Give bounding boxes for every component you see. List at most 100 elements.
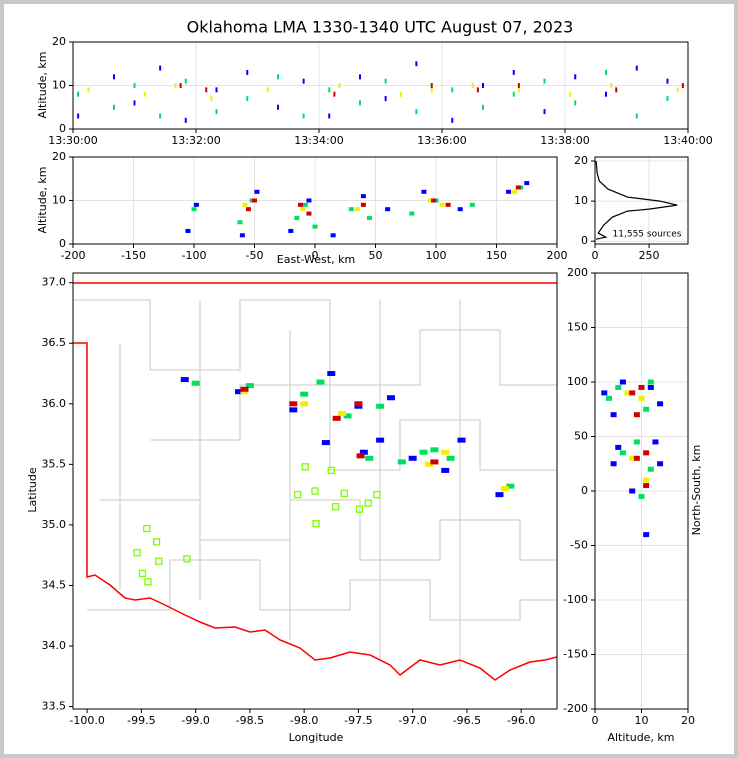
y-tick-label: 0 — [581, 484, 588, 497]
station — [144, 578, 152, 586]
marks — [133, 371, 515, 586]
source — [629, 488, 636, 494]
station — [133, 549, 141, 557]
station — [364, 499, 372, 507]
source — [605, 395, 612, 401]
source — [77, 113, 80, 119]
source — [302, 202, 308, 207]
source — [327, 371, 336, 377]
x-axis-label: East-West, km — [277, 253, 355, 266]
y-tick-label: 10 — [52, 194, 66, 207]
x-tick-label: 20 — [681, 714, 695, 727]
source — [610, 461, 617, 467]
source — [356, 453, 365, 459]
source — [191, 380, 200, 386]
source — [512, 91, 515, 97]
y-tick-label: 35.5 — [42, 457, 67, 470]
source — [338, 410, 347, 416]
source — [191, 207, 197, 212]
source — [643, 477, 650, 483]
source — [333, 91, 336, 97]
source — [328, 87, 331, 93]
source — [193, 202, 199, 207]
source — [338, 83, 341, 88]
source — [348, 207, 354, 212]
source — [360, 194, 366, 199]
source — [289, 407, 298, 413]
y-tick-label: 10 — [52, 79, 66, 92]
source — [409, 211, 415, 216]
annotation: 11,555 sources — [613, 230, 682, 240]
y-tick-label: 20 — [52, 35, 66, 48]
map-outlines — [73, 282, 557, 681]
marks — [601, 379, 664, 538]
source — [517, 83, 520, 88]
source — [482, 104, 484, 110]
source — [574, 100, 577, 106]
y-tick-label: 33.5 — [42, 700, 67, 713]
source — [246, 96, 249, 102]
source — [245, 383, 254, 389]
histogram-line — [595, 160, 678, 240]
source — [633, 455, 640, 461]
axes-frame — [72, 41, 689, 130]
x-tick-label: -100 — [182, 249, 207, 262]
axes-frame — [72, 272, 558, 710]
x-tick-label: 150 — [486, 249, 507, 262]
x-tick-label: 13:36:00 — [417, 134, 466, 147]
source — [360, 202, 366, 207]
source — [205, 87, 208, 93]
source — [419, 449, 428, 455]
station — [327, 466, 335, 475]
x-tick-label: -98.0 — [290, 714, 318, 727]
source — [666, 96, 669, 102]
source — [366, 215, 372, 220]
source — [633, 412, 640, 418]
station — [373, 490, 381, 499]
source — [471, 83, 474, 88]
panel: 0 250 0 10 20 — [574, 154, 688, 262]
y-tick-label: -150 — [563, 648, 588, 661]
x-tick-label: -96.5 — [453, 714, 481, 727]
y-axis-label: North-South, km — [690, 445, 703, 536]
source — [174, 83, 177, 88]
source — [512, 69, 515, 75]
source — [300, 391, 309, 397]
source — [385, 207, 391, 212]
x-tick-label: 0 — [312, 249, 319, 262]
source — [512, 189, 518, 194]
source — [240, 386, 249, 392]
axes-frame — [594, 272, 689, 710]
x-tick-label: -100.0 — [69, 714, 104, 727]
marks — [77, 61, 684, 123]
source — [332, 415, 341, 421]
source — [302, 113, 305, 119]
source — [237, 220, 243, 225]
source — [400, 91, 402, 97]
source — [633, 439, 640, 445]
source — [610, 412, 617, 418]
source — [316, 379, 325, 385]
source — [601, 390, 608, 396]
x-tick-label: 250 — [639, 249, 660, 262]
source — [441, 449, 450, 455]
chart-title: Oklahoma LMA 1330-1340 UTC August 07, 20… — [187, 18, 574, 37]
source — [476, 87, 479, 93]
source — [495, 492, 504, 498]
y-tick-label: 20 — [52, 150, 66, 163]
source — [408, 455, 417, 461]
y-tick-label: 50 — [574, 430, 588, 443]
source — [77, 91, 80, 97]
source — [184, 78, 187, 84]
x-axis-label: Altitude, km — [607, 731, 674, 744]
source — [376, 437, 385, 443]
source — [306, 198, 312, 203]
source — [384, 78, 387, 84]
source — [159, 65, 162, 71]
source — [430, 83, 433, 88]
y-tick-label: 10 — [574, 194, 588, 207]
source — [424, 461, 433, 467]
source — [615, 87, 618, 93]
source — [184, 117, 187, 123]
source — [143, 91, 146, 97]
